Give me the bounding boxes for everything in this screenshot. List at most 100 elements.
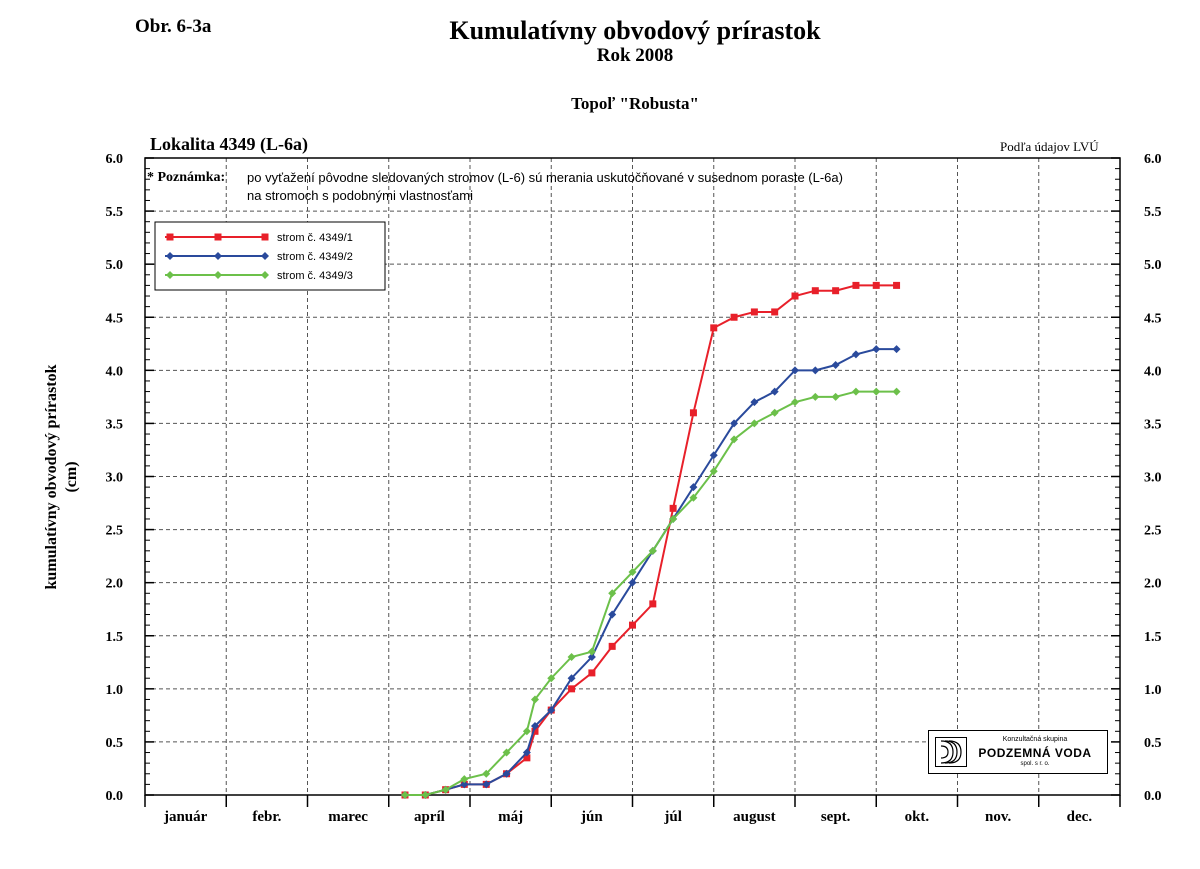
axis-ticks: [144, 157, 1121, 807]
data-point: [628, 568, 637, 577]
y-tick-label-right: 1.5: [1144, 630, 1162, 645]
legend-marker: [261, 233, 269, 241]
data-point: [689, 483, 698, 492]
data-point: [482, 780, 491, 789]
data-point: [851, 387, 860, 396]
data-point: [851, 350, 860, 359]
data-point: [629, 621, 636, 629]
data-point: [568, 685, 576, 693]
legend-label: strom č. 4349/3: [277, 270, 353, 282]
y-tick-label-left: 4.5: [106, 311, 124, 326]
logo-text-suffix: spol. s r. o.: [1020, 761, 1050, 767]
x-tick-label-month: febr.: [252, 809, 281, 825]
legend-marker: [166, 271, 174, 279]
data-point: [522, 748, 531, 757]
data-point: [531, 727, 539, 735]
y-tick-label-left: 5.5: [106, 205, 124, 220]
data-point: [587, 647, 596, 656]
data-point: [831, 392, 840, 401]
note-text-line-1: po vyťažení pôvodne sledovaných stromov …: [247, 170, 843, 185]
data-point: [771, 308, 779, 316]
species-label: Topoľ "Robusta": [571, 94, 699, 113]
y-tick-label-right: 4.5: [1144, 311, 1162, 326]
legend-label: strom č. 4349/1: [277, 232, 353, 244]
y-tick-label-left: 5.0: [106, 258, 124, 273]
y-tick-label-left: 3.0: [106, 471, 124, 486]
data-point: [811, 366, 820, 375]
logo-mark-icon: [935, 737, 967, 767]
data-point: [750, 398, 759, 407]
data-point: [460, 775, 469, 784]
y-tick-label-left: 4.0: [106, 364, 124, 379]
data-point: [460, 780, 469, 789]
data-point: [502, 748, 511, 757]
data-point: [669, 504, 677, 512]
data-point: [482, 769, 491, 778]
x-tick-label-month: apríl: [414, 809, 445, 825]
data-point: [587, 652, 596, 661]
note-text-line-2: na stromoch s podobnými vlastnosťami: [247, 188, 473, 203]
series-lines: [401, 281, 901, 799]
data-point: [648, 546, 657, 555]
data-point: [522, 727, 531, 736]
data-point: [689, 409, 697, 417]
data-point: [893, 281, 901, 289]
data-point: [791, 366, 799, 375]
data-point: [770, 408, 779, 417]
data-point: [588, 669, 596, 677]
chart-subtitle: Rok 2008: [596, 45, 674, 66]
y-tick-label-left: 0.5: [106, 736, 124, 751]
y-tick-label-left: 1.0: [106, 683, 124, 698]
y-tick-label-right: 0.5: [1144, 736, 1162, 751]
data-point: [689, 493, 698, 502]
data-point: [832, 287, 840, 295]
data-point: [872, 387, 881, 396]
data-point: [523, 754, 531, 762]
y-tick-label-right: 3.5: [1144, 417, 1162, 432]
data-point: [567, 674, 576, 683]
data-point: [730, 419, 739, 428]
data-point: [421, 791, 430, 799]
data-point: [608, 610, 617, 619]
data-point: [649, 600, 657, 608]
y-tick-label-right: 4.0: [1144, 364, 1162, 379]
data-point: [791, 292, 799, 300]
legend: strom č. 4349/1 strom č. 4349/2 strom č. 4…: [154, 221, 386, 291]
data-point: [669, 514, 678, 523]
data-point: [608, 642, 616, 650]
data-point: [892, 345, 901, 354]
data-point: [441, 785, 450, 794]
figure-number: Obr. 6-3a: [135, 16, 212, 37]
data-point: [872, 345, 881, 354]
note-label: * Poznámka:: [147, 170, 226, 185]
legend-label: strom č. 4349/2: [277, 251, 353, 263]
data-point: [567, 652, 576, 661]
data-point: [531, 695, 539, 704]
data-point: [892, 387, 901, 396]
legend-marker: [214, 252, 222, 260]
logo-text-group: Konzultačná skupina: [1002, 736, 1068, 743]
axis-labels: 0.0 0.0 0.5 0.5 1.0 1.0 1.5 1.5 2.0 2.0 2.5 2.5 3.0 3…: [106, 152, 1162, 825]
x-tick-label-month: okt.: [905, 809, 930, 825]
legend-marker: [261, 252, 269, 260]
y-tick-label-right: 2.0: [1144, 577, 1162, 592]
x-tick-label-month: máj: [498, 809, 523, 825]
data-point: [730, 435, 739, 444]
y-tick-label-left: 1.5: [106, 630, 124, 645]
x-tick-label-month: nov.: [985, 809, 1012, 825]
legend-marker: [166, 233, 174, 241]
source-label: Podľa údajov LVÚ: [1000, 139, 1099, 154]
data-point: [531, 721, 539, 730]
locality-label: Lokalita 4349 (L-6a): [150, 134, 309, 154]
legend-marker: [166, 252, 174, 260]
data-point: [770, 387, 779, 396]
y-tick-label-right: 5.5: [1144, 205, 1162, 220]
x-tick-label-month: júl: [663, 809, 682, 825]
series-line: [405, 390, 897, 796]
y-tick-label-right: 6.0: [1144, 152, 1162, 167]
y-tick-label-right: 2.5: [1144, 524, 1162, 539]
x-tick-label-month: jún: [580, 809, 603, 825]
data-point: [608, 589, 617, 598]
data-point: [831, 361, 840, 370]
data-point: [709, 467, 718, 476]
